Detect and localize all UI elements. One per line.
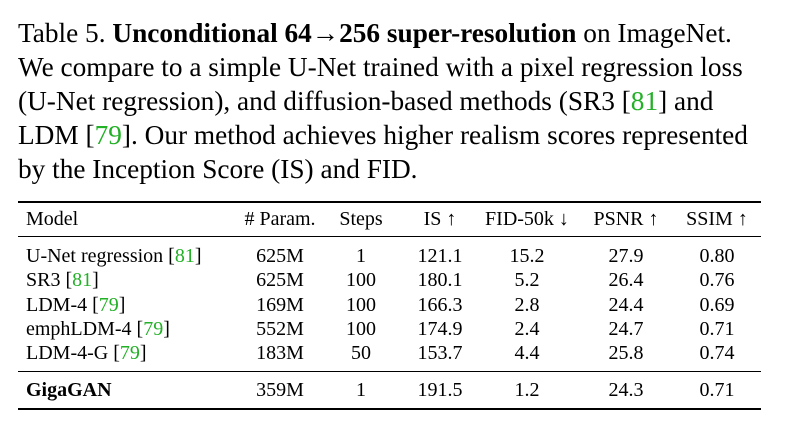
row-is: 121.1 — [417, 245, 463, 267]
row-ssim: 0.76 — [699, 269, 735, 291]
row-params: 183M — [256, 342, 304, 364]
row-psnr: 24.3 — [608, 379, 644, 401]
header-steps: Steps — [339, 208, 383, 230]
row-psnr: 27.9 — [608, 245, 644, 267]
row-psnr: 26.4 — [608, 269, 644, 291]
row-psnr: 25.8 — [608, 342, 644, 364]
table-row: LDM-4 [79] 169M 100 166.3 2.8 24.4 0.69 — [0, 293, 810, 317]
row-steps: 100 — [346, 269, 376, 291]
model-name: SR3 [ — [26, 269, 73, 291]
table-label: Table 5. — [18, 18, 106, 48]
row-steps: 1 — [356, 379, 366, 401]
row-model: emphLDM-4 [79] — [26, 317, 170, 341]
bracket: ] — [163, 318, 170, 340]
table-row-ours: GigaGAN 359M 1 191.5 1.2 24.3 0.71 — [0, 378, 810, 402]
bracket: ] — [92, 269, 99, 291]
row-params: 169M — [256, 294, 304, 316]
citation-link[interactable]: 81 — [72, 269, 93, 291]
caption-line-4: LDM [79]. Our method achieves higher rea… — [18, 118, 788, 152]
row-params: 625M — [256, 245, 304, 267]
table-row: emphLDM-4 [79] 552M 100 174.9 2.4 24.7 0… — [0, 317, 810, 341]
citation-link[interactable]: 81 — [174, 245, 195, 267]
caption-text: ]. Our method achieves higher realism sc… — [121, 120, 748, 150]
header-psnr: PSNR ↑ — [593, 208, 659, 230]
row-is: 174.9 — [417, 318, 463, 340]
row-is: 166.3 — [417, 294, 463, 316]
row-steps: 100 — [346, 294, 376, 316]
caption-text: LDM [ — [18, 120, 95, 150]
row-ssim: 0.80 — [699, 245, 735, 267]
row-psnr: 24.4 — [608, 294, 644, 316]
model-name: emphLDM-4 [ — [26, 318, 144, 340]
row-model: U-Net regression [81] — [26, 244, 202, 268]
row-model-ours: GigaGAN — [26, 379, 112, 401]
caption-line-1: Table 5. Unconditional 64→256 super-reso… — [18, 16, 788, 50]
header-ssim: SSIM ↑ — [686, 208, 748, 230]
row-fid: 2.4 — [514, 318, 540, 340]
row-steps: 50 — [351, 342, 371, 364]
row-fid: 5.2 — [514, 269, 540, 291]
row-psnr: 24.7 — [608, 318, 644, 340]
caption-text: on ImageNet. — [583, 18, 732, 48]
caption-line-3: (U-Net regression), and diffusion-based … — [18, 84, 788, 118]
table-row: SR3 [81] 625M 100 180.1 5.2 26.4 0.76 — [0, 268, 810, 292]
table-header-row: Model # Param. Steps IS ↑ FID-50k ↓ PSNR… — [0, 207, 810, 231]
row-fid: 1.2 — [514, 379, 540, 401]
table-caption: Table 5. Unconditional 64→256 super-reso… — [18, 16, 788, 186]
model-name: U-Net regression [ — [26, 245, 175, 267]
header-params: # Param. — [244, 208, 316, 230]
caption-text: ] and — [658, 86, 714, 116]
row-ssim: 0.69 — [699, 294, 735, 316]
citation-link[interactable]: 81 — [630, 86, 659, 116]
header-model: Model — [26, 208, 79, 230]
row-steps: 1 — [356, 245, 366, 267]
table-top-rule — [18, 201, 761, 203]
row-model: LDM-4 [79] — [26, 293, 125, 317]
row-is: 180.1 — [417, 269, 463, 291]
caption-line-2: We compare to a simple U-Net trained wit… — [18, 52, 743, 82]
row-steps: 100 — [346, 318, 376, 340]
table-row: LDM-4-G [79] 183M 50 153.7 4.4 25.8 0.74 — [0, 341, 810, 365]
row-params: 552M — [256, 318, 304, 340]
row-ssim: 0.71 — [699, 379, 735, 401]
caption-text: (U-Net regression), and diffusion-based … — [18, 86, 631, 116]
row-fid: 2.8 — [514, 294, 540, 316]
citation-link[interactable]: 79 — [143, 318, 164, 340]
caption-title: Unconditional 64→256 super-resolution — [112, 18, 577, 48]
row-model: LDM-4-G [79] — [26, 341, 147, 365]
row-ssim: 0.74 — [699, 342, 735, 364]
model-name: LDM-4 [ — [26, 294, 99, 316]
citation-link[interactable]: 79 — [98, 294, 119, 316]
bracket: ] — [139, 342, 147, 364]
caption-line-5: by the Inception Score (IS) and FID. — [18, 154, 418, 184]
row-params: 625M — [256, 269, 304, 291]
row-ssim: 0.71 — [699, 318, 735, 340]
citation-link[interactable]: 79 — [119, 342, 140, 364]
table-separator-rule — [18, 371, 761, 372]
row-params: 359M — [256, 379, 304, 401]
table-bottom-rule — [18, 408, 761, 410]
row-fid: 4.4 — [514, 342, 540, 364]
table-row: U-Net regression [81] 625M 1 121.1 15.2 … — [0, 244, 810, 268]
citation-link[interactable]: 79 — [94, 120, 122, 150]
header-is: IS ↑ — [423, 208, 457, 230]
bracket: ] — [118, 294, 126, 316]
row-fid: 15.2 — [509, 245, 545, 267]
bracket: ] — [194, 245, 202, 267]
row-is: 191.5 — [417, 379, 463, 401]
table-header-rule — [18, 236, 761, 237]
header-fid: FID-50k ↓ — [485, 208, 569, 230]
row-is: 153.7 — [417, 342, 463, 364]
row-model: SR3 [81] — [26, 268, 99, 292]
model-name: LDM-4-G [ — [26, 342, 120, 364]
